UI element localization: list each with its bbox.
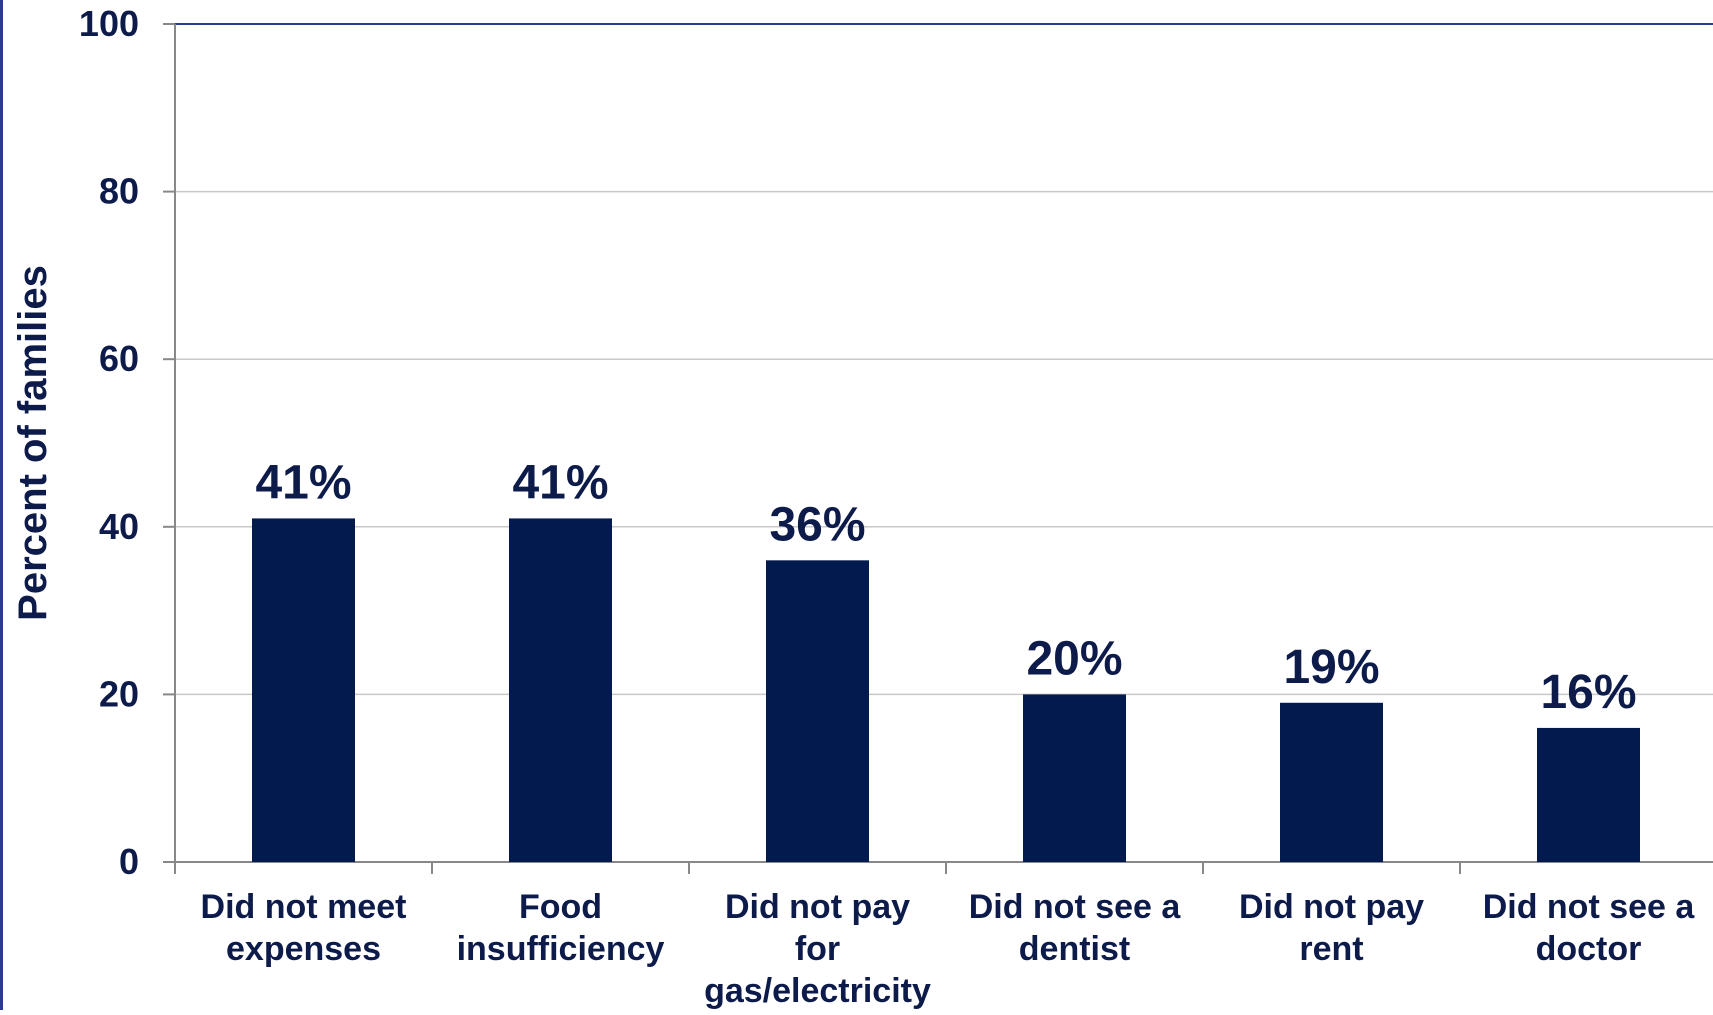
y-tick-label: 80	[99, 171, 139, 212]
category-label-line: Did not pay	[1239, 888, 1424, 926]
y-tick-label: 60	[99, 338, 139, 379]
category-label: Did not see a dentist	[969, 888, 1182, 968]
category-label-line: for	[795, 930, 840, 968]
data-label: 41%	[255, 456, 351, 509]
left-border	[0, 0, 3, 1010]
category-label-line: expenses	[226, 930, 381, 968]
category-label-line: rent	[1299, 930, 1363, 968]
data-label: 41%	[512, 456, 608, 509]
category-label-line: Food	[519, 888, 602, 926]
category-label: Did not pay rent	[1239, 888, 1424, 968]
bar	[1537, 727, 1640, 862]
category-label: Food insufficiency	[457, 888, 665, 968]
y-tick-label: 100	[79, 3, 139, 44]
data-label: 36%	[769, 498, 865, 551]
y-tick-label: 0	[119, 841, 139, 882]
bar	[252, 518, 355, 862]
data-label: 16%	[1540, 666, 1636, 719]
category-label-line: insufficiency	[457, 930, 665, 968]
category-label: Did not pay for gas/electricity	[704, 888, 931, 1010]
y-axis-title: Percent of families	[11, 265, 55, 621]
category-label-line: Did not meet	[201, 888, 407, 926]
category-label-line: dentist	[1019, 930, 1130, 968]
bar	[1023, 694, 1126, 862]
data-label: 19%	[1283, 641, 1379, 694]
category-label-line: Did not see a	[969, 888, 1182, 926]
y-tick-label: 40	[99, 506, 139, 547]
bar	[1280, 702, 1383, 862]
category-label-line: Did not see a	[1483, 888, 1696, 926]
category-label-line: doctor	[1536, 930, 1642, 968]
category-label-line: Did not pay	[725, 888, 910, 926]
category-label: Did not meet expenses	[201, 888, 407, 968]
y-tick-label: 20	[99, 673, 139, 714]
data-label: 20%	[1026, 632, 1122, 685]
category-label-line: gas/electricity	[704, 972, 931, 1010]
bar	[509, 518, 612, 862]
bar	[766, 560, 869, 862]
category-label: Did not see a doctor	[1483, 888, 1696, 968]
